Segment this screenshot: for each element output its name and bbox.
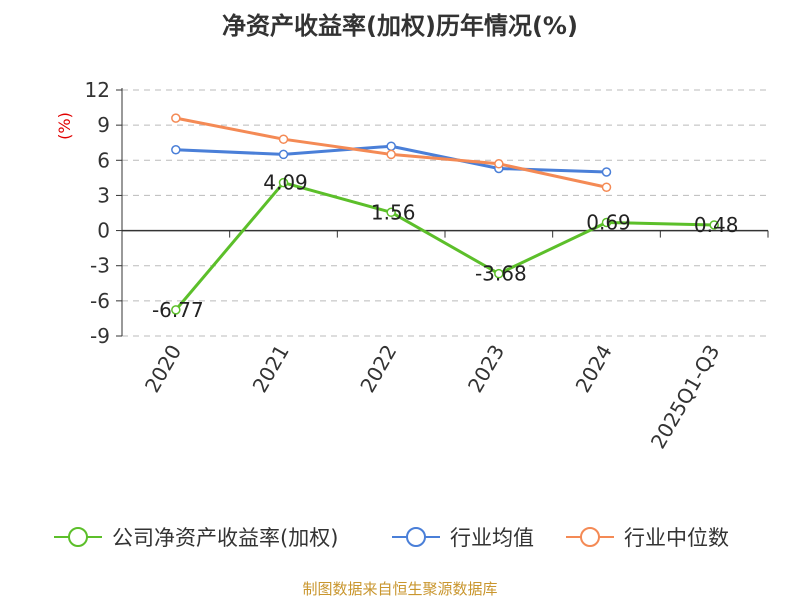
y-tick-label: -3 — [90, 254, 110, 278]
y-tick-label: -9 — [90, 324, 110, 348]
source-note: 制图数据来自恒生聚源数据库 — [302, 580, 497, 598]
y-tick-label: 9 — [97, 113, 110, 137]
legend-marker — [580, 527, 600, 547]
data-point — [171, 144, 181, 155]
y-tick-label: 3 — [97, 183, 110, 207]
legend-label: 行业中位数 — [624, 526, 729, 550]
data-point — [171, 113, 181, 123]
legend-item[interactable]: 行业中位数 — [566, 526, 729, 550]
data-label: 1.56 — [371, 200, 416, 224]
x-tick-label: 2020 — [140, 341, 186, 397]
legend-item[interactable]: 行业均值 — [392, 526, 534, 550]
y-tick-label: 12 — [85, 78, 110, 102]
series-layer: -6.77 4.09 1.56 -3.68 0.69 0.48 — [152, 113, 739, 322]
data-point — [386, 207, 396, 218]
data-point — [278, 134, 289, 144]
series-line — [174, 181, 715, 311]
legend-label: 行业均值 — [450, 526, 534, 550]
data-point — [386, 141, 396, 151]
chart-title: 净资产收益率(加权)历年情况(%) — [222, 12, 578, 40]
data-point — [278, 177, 289, 188]
legend-item[interactable]: 公司净资产收益率(加权) — [54, 526, 338, 550]
legend-marker — [406, 527, 426, 547]
x-tick-label: 2024 — [571, 341, 617, 397]
x-tick-label: 2021 — [248, 341, 294, 397]
data-point — [601, 217, 612, 228]
data-point — [601, 182, 612, 192]
y-tick-label: -6 — [90, 289, 110, 313]
x-tick-label: 2023 — [463, 341, 509, 397]
legend[interactable]: 公司净资产收益率(加权) 行业均值 行业中位数 — [54, 526, 729, 550]
data-label: 4.09 — [263, 171, 308, 195]
data-point — [171, 305, 181, 315]
legend-marker — [68, 527, 88, 547]
data-label: -6.77 — [152, 298, 204, 322]
data-point — [601, 167, 612, 177]
y-tick-label: 0 — [97, 219, 110, 243]
data-point — [494, 159, 504, 169]
data-label: 0.48 — [694, 213, 739, 237]
data-label: 0.69 — [586, 210, 631, 234]
data-point — [709, 220, 719, 230]
data-point — [278, 149, 289, 160]
x-tick-label: 2025Q1-Q3 — [646, 341, 725, 453]
legend-label: 公司净资产收益率(加权) — [112, 526, 338, 550]
x-tick-label: 2022 — [355, 341, 401, 397]
data-label: -3.68 — [475, 262, 527, 286]
data-point — [386, 149, 396, 160]
y-axis-unit: (%) — [55, 112, 74, 140]
y-tick-label: 6 — [97, 148, 110, 172]
data-point — [494, 268, 504, 279]
